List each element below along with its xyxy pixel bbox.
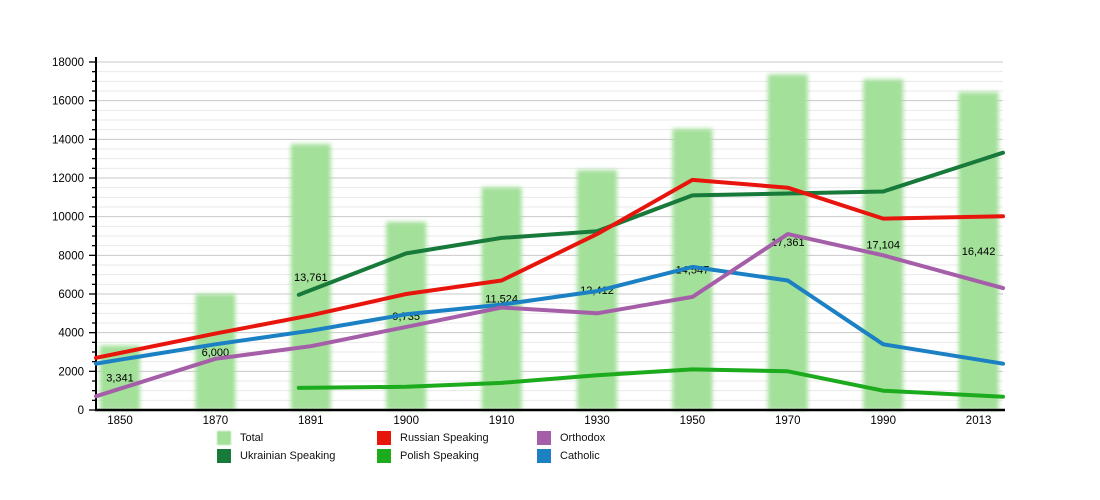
x-axis-labels: 1850 1870 1891 1900 1910 1930 1950 1970 1990 2013 [107, 415, 991, 427]
y-tick-label: 18000 [52, 57, 84, 69]
bar-value-label-2013: 16,442 [962, 246, 996, 258]
x-tick-label-1850: 1850 [107, 415, 133, 427]
y-tick-label: 16000 [52, 96, 84, 108]
legend-item-polish-speaking: Polish Speaking [377, 447, 537, 465]
x-tick-label-1990: 1990 [870, 415, 896, 427]
total-bar-series [100, 74, 999, 411]
x-tick-label-2013: 2013 [966, 415, 992, 427]
legend-swatch-polish-speaking [377, 449, 391, 463]
legend-label: Total [240, 432, 264, 444]
bar-total-1990 [863, 79, 904, 411]
legend-item-ukrainian-speaking: Ukrainian Speaking [217, 447, 377, 465]
legend-label: Orthodox [560, 432, 606, 444]
chart-legend: Total Ukrainian Speaking Russian Speaking P… [217, 429, 697, 465]
y-tick-label: 14000 [52, 134, 84, 146]
y-tick-label: 2000 [58, 366, 84, 378]
y-tick-label: 0 [78, 405, 84, 417]
bar-value-label-1990: 17,104 [866, 240, 900, 252]
y-tick-label: 10000 [52, 212, 84, 224]
x-tick-label-1891: 1891 [298, 415, 324, 427]
bar-value-label-1850: 3,341 [106, 373, 134, 385]
line-catholic [94, 264, 1005, 366]
legend-swatch-total [217, 431, 231, 445]
legend-column: Russian Speaking Polish Speaking [377, 429, 537, 465]
legend-column: Orthodox Catholic [537, 429, 697, 465]
x-tick-label-1870: 1870 [203, 415, 229, 427]
line-ukrainian-speaking [296, 150, 1005, 297]
y-axis-ticks: 0 2000 4000 6000 8000 10000 12000 14000 16000 180… [52, 57, 96, 417]
legend-label: Ukrainian Speaking [240, 450, 336, 462]
legend-label: Catholic [560, 450, 600, 462]
bar-total-1891 [290, 143, 331, 411]
y-tick-label: 8000 [58, 250, 84, 262]
legend-swatch-catholic [537, 449, 551, 463]
legend-item-catholic: Catholic [537, 447, 697, 465]
x-tick-label-1900: 1900 [393, 415, 419, 427]
line-polish-speaking [296, 367, 1005, 399]
x-tick-label-1950: 1950 [680, 415, 706, 427]
y-tick-label: 12000 [52, 173, 84, 185]
legend-label: Polish Speaking [400, 450, 479, 462]
legend-item-total: Total [217, 429, 377, 447]
line-orthodox [94, 232, 1005, 399]
y-tick-label: 6000 [58, 289, 84, 301]
line-russian-speaking [94, 177, 1005, 360]
x-tick-label-1970: 1970 [775, 415, 801, 427]
legend-swatch-orthodox [537, 431, 551, 445]
line-series [94, 150, 1005, 399]
legend-label: Russian Speaking [400, 432, 489, 444]
legend-item-orthodox: Orthodox [537, 429, 697, 447]
bar-total-1870 [195, 294, 236, 410]
bar-value-label-1891: 13,761 [294, 272, 328, 284]
legend-swatch-ukrainian-speaking [217, 449, 231, 463]
x-tick-label-1910: 1910 [489, 415, 515, 427]
bar-total-1910 [481, 187, 522, 410]
y-tick-label: 4000 [58, 328, 84, 340]
legend-swatch-russian-speaking [377, 431, 391, 445]
legend-column: Total Ukrainian Speaking [217, 429, 377, 465]
legend-item-russian-speaking: Russian Speaking [377, 429, 537, 447]
x-tick-label-1930: 1930 [584, 415, 610, 427]
